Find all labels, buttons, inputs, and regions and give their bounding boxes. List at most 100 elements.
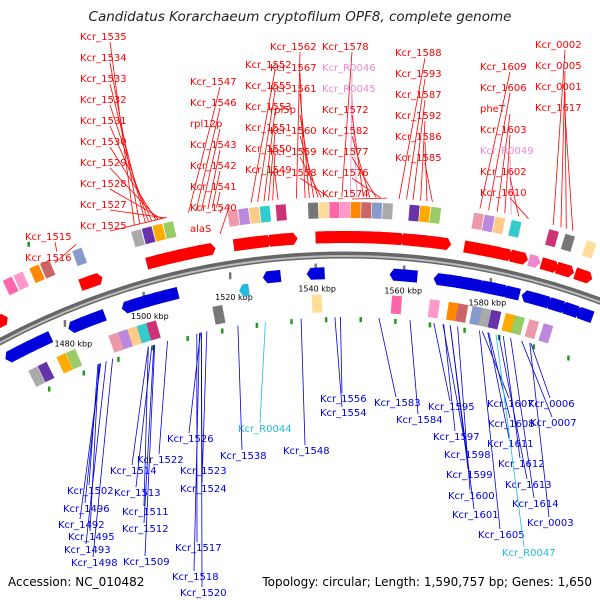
gene-label-reverse[interactable]: Kcr_0006	[528, 399, 575, 410]
gene-label-forward[interactable]: Kcr_1562	[270, 42, 317, 53]
gene-label-forward[interactable]: Kcr_1603	[480, 125, 527, 136]
gene-label-forward[interactable]: Kcr_1606	[480, 83, 527, 94]
gene-label-forward[interactable]: Kcr_1602	[480, 167, 527, 178]
gene-label-forward[interactable]: Kcr_1572	[322, 105, 369, 116]
gene-label-reverse[interactable]: Kcr_1520	[180, 588, 227, 599]
gene-label-forward[interactable]: Kcr_1561	[270, 84, 317, 95]
gene-label-forward[interactable]: Kcr_1587	[395, 90, 442, 101]
gene-label-forward[interactable]: rpl5p	[270, 105, 296, 116]
gene-label-forward[interactable]: Kcr_1577	[322, 147, 369, 158]
gene-label-forward[interactable]: Kcr_1527	[80, 200, 127, 211]
gene-label-forward[interactable]: Kcr_1549	[245, 165, 292, 176]
gene-label-reverse[interactable]: Kcr_1511	[122, 507, 169, 518]
gene-label-forward[interactable]: Kcr_0001	[535, 82, 582, 93]
gene-label-forward[interactable]: Kcr_1525	[80, 221, 127, 232]
gene-label-forward[interactable]: Kcr_1515	[25, 232, 72, 243]
gene-label-reverse[interactable]: Kcr_1523	[180, 466, 227, 477]
gene-label-reverse[interactable]: Kcr_1517	[175, 543, 222, 554]
gene-label-forward[interactable]: Kcr_1617	[535, 103, 582, 114]
gene-label-forward[interactable]: Kcr_1542	[190, 161, 237, 172]
gene-label-reverse[interactable]: Kcr_1509	[123, 557, 170, 568]
gene-label-reverse[interactable]: Kcr_1601	[452, 510, 499, 521]
bottom-label-group: Kcr_1556 Kcr_1554 Kcr_1583 Kcr_1584 Kcr_1595…	[58, 316, 577, 599]
gene-label-reverse[interactable]: Kcr_1600	[448, 491, 495, 502]
gene-label-reverse[interactable]: Kcr_1597	[433, 432, 480, 443]
gene-label-forward[interactable]: Kcr_1585	[395, 153, 442, 164]
gene-label-reverse[interactable]: Kcr_1526	[167, 434, 214, 445]
gene-label-forward[interactable]: Kcr_1555	[245, 81, 292, 92]
gene-label-reverse[interactable]: Kcr_R0047	[502, 548, 556, 559]
gene-label-reverse[interactable]: Kcr_1498	[71, 558, 118, 569]
gene-label-reverse[interactable]: Kcr_0007	[530, 418, 577, 429]
gene-label-reverse[interactable]: Kcr_1605	[478, 530, 525, 541]
gene-label-forward[interactable]: Kcr_1576	[322, 168, 369, 179]
gene-label-reverse[interactable]: Kcr_1613	[505, 480, 552, 491]
gene-label-reverse[interactable]: Kcr_1595	[428, 402, 475, 413]
gene-label-reverse[interactable]: Kcr_1522	[137, 455, 184, 466]
gene-label-forward[interactable]: Kcr_1543	[190, 140, 237, 151]
gene-label-reverse[interactable]: Kcr_1556	[320, 394, 367, 405]
gene-label-forward[interactable]: Kcr_1592	[395, 111, 442, 122]
gene-label-forward[interactable]: alaS	[190, 224, 211, 235]
gene-label-forward[interactable]: Kcr_1516	[25, 253, 72, 264]
gene-label-reverse[interactable]: Kcr_1612	[498, 459, 545, 470]
gene-label-forward[interactable]: Kcr_1609	[480, 62, 527, 73]
gene-label-reverse[interactable]: Kcr_1584	[396, 415, 443, 426]
gene-label-reverse[interactable]: Kcr_1502	[67, 486, 114, 497]
gene-label-reverse[interactable]: Kcr_1548	[283, 446, 330, 457]
gene-label-reverse[interactable]: Kcr_1614	[512, 499, 559, 510]
gene-label-forward[interactable]: Kcr_1531	[80, 116, 127, 127]
gene-label-forward[interactable]: Kcr_1540	[190, 203, 237, 214]
gene-label-forward[interactable]: Kcr_1610	[480, 188, 527, 199]
gene-label-reverse[interactable]: Kcr_1496	[63, 504, 110, 515]
gene-label-forward[interactable]: rpl12p	[190, 119, 222, 130]
gene-label-forward[interactable]: Kcr_1532	[80, 95, 127, 106]
gene-label-reverse[interactable]: Kcr_1583	[374, 398, 421, 409]
gene-label-forward[interactable]: Kcr_1582	[322, 126, 369, 137]
gene-label-reverse[interactable]: Kcr_1518	[172, 572, 219, 583]
leader-line	[144, 344, 156, 557]
gene-label-reverse[interactable]: Kcr_1608	[488, 419, 535, 430]
gene-label-forward[interactable]: Kcr_R0046	[322, 63, 376, 74]
gene-label-reverse[interactable]: Kcr_1538	[220, 451, 267, 462]
gene-label-reverse[interactable]: Kcr_1607	[487, 399, 534, 410]
gene-label-forward[interactable]: Kcr_1574	[322, 189, 369, 200]
gene-label-forward[interactable]: Kcr_1550	[245, 144, 292, 155]
gene-label-reverse[interactable]: Kcr_1514	[110, 466, 157, 477]
gene-label-forward[interactable]: Kcr_1593	[395, 69, 442, 80]
gene-label-forward[interactable]: Kcr_1529	[80, 158, 127, 169]
gene-label-reverse[interactable]: Kcr_1512	[122, 524, 169, 535]
gene-label-reverse[interactable]: Kcr_1492	[58, 520, 105, 531]
gene-label-forward[interactable]: Kcr_1534	[80, 53, 127, 64]
gene-label-forward[interactable]: Kcr_1588	[395, 48, 442, 59]
gene-label-forward[interactable]: Kcr_R0045	[322, 84, 376, 95]
gene-label-forward[interactable]: Kcr_1567	[270, 63, 317, 74]
gene-label-reverse[interactable]: Kcr_0003	[527, 518, 574, 529]
gene-label-forward[interactable]: Kcr_1559	[270, 147, 317, 158]
gene-label-forward[interactable]: Kcr_1535	[80, 32, 127, 43]
gene-label-reverse[interactable]: Kcr_1493	[64, 545, 111, 556]
gene-label-forward[interactable]: Kcr_1578	[322, 42, 369, 53]
gene-label-forward[interactable]: Kcr_1552	[245, 60, 292, 71]
gene-label-forward[interactable]: Kcr_1528	[80, 179, 127, 190]
gene-label-forward[interactable]: Kcr_1533	[80, 74, 127, 85]
gene-label-forward[interactable]: Kcr_1560	[270, 126, 317, 137]
gene-label-reverse[interactable]: Kcr_1513	[114, 488, 161, 499]
gene-label-forward[interactable]: Kcr_0002	[535, 40, 582, 51]
gene-label-forward[interactable]: Kcr_1530	[80, 137, 127, 148]
gene-label-reverse[interactable]: Kcr_1524	[180, 484, 227, 495]
gene-label-forward[interactable]: Kcr_1541	[190, 182, 237, 193]
gene-label-reverse[interactable]: Kcr_R0044	[238, 424, 292, 435]
gene-label-forward[interactable]: pheT	[480, 104, 506, 115]
gene-label-forward[interactable]: Kcr_1586	[395, 132, 442, 143]
gene-label-forward[interactable]: Kcr_1553	[245, 102, 292, 113]
gene-label-forward[interactable]: Kcr_0005	[535, 61, 582, 72]
gene-label-forward[interactable]: Kcr_1547	[190, 77, 237, 88]
gene-label-forward[interactable]: Kcr_1558	[270, 168, 317, 179]
annotation-block	[360, 202, 372, 219]
gene-label-forward[interactable]: Kcr_1551	[245, 123, 292, 134]
gene-label-reverse[interactable]: Kcr_1495	[68, 532, 115, 543]
gene-label-reverse[interactable]: Kcr_1554	[320, 408, 367, 419]
gene-label-forward[interactable]: Kcr_1546	[190, 98, 237, 109]
gene-label-forward[interactable]: Kcr_R0049	[480, 146, 534, 157]
